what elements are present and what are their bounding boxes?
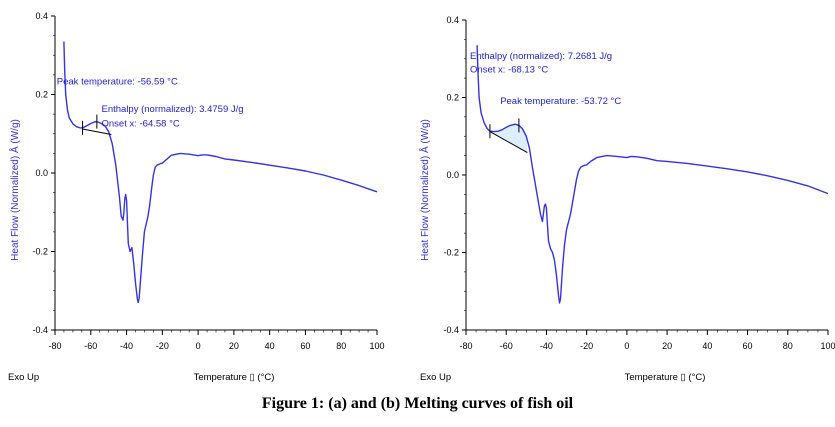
chart-b-x-axis-label: Temperature ▯ (°C) <box>625 372 706 383</box>
chart-b-y-tick-label: 0.2 <box>446 93 459 103</box>
chart-a-x-tick-label: 60 <box>300 341 310 351</box>
chart-a-annotation: Onset x: -64.58 °C <box>102 119 180 130</box>
chart-b-x-tick-label: -80 <box>459 341 472 351</box>
chart-a-integration-baseline <box>82 128 112 136</box>
chart-b-x-tick-label: 100 <box>820 341 835 351</box>
chart-b-x-tick-label: 40 <box>702 341 712 351</box>
chart-b-y-tick-label: 0.4 <box>446 15 459 25</box>
melting-curves-svg: 0.40.20.0-0.2-0.4-80 -60 -40 -20 0 20 40 60 80 10… <box>8 11 835 383</box>
chart-a-x-tick-label: -40 <box>120 341 133 351</box>
chart-a-annotation: Peak temperature: -56.59 °C <box>57 77 178 88</box>
chart-a-x-tick-label: -60 <box>84 341 97 351</box>
chart-a-y-axis-label: Heat Flow (Normalized) Å (W/g) <box>8 119 21 261</box>
chart-b-x-tick-label: -40 <box>540 341 553 351</box>
chart-b-x-tick-label: -60 <box>500 341 513 351</box>
chart-a-y-tick-label: -0.2 <box>32 247 48 257</box>
chart-a-y-tick-label: 0.0 <box>35 168 48 178</box>
chart-b-annotation: Peak temperature: -53.72 °C <box>500 96 621 107</box>
chart-a-x-tick-label: 0 <box>196 341 201 351</box>
chart-a-y-tick-label: -0.4 <box>32 325 48 335</box>
chart-a-x-tick-label: 40 <box>265 341 275 351</box>
chart-b-annotation: Enthalpy (normalized): 7.2681 J/g <box>470 51 612 62</box>
chart-b-annotation: Onset x: -68.13 °C <box>470 65 548 76</box>
chart-a-y-tick-label: 0.2 <box>35 90 48 100</box>
chart-a-x-tick-label: 20 <box>229 341 239 351</box>
chart-a-corner-label: Exo Up <box>8 372 39 383</box>
chart-b-x-tick-label: -20 <box>580 341 593 351</box>
chart-a-y-tick-label: 0.4 <box>35 11 48 21</box>
chart-a-annotation: Enthalpy (normalized): 3.4759 J/g <box>102 104 244 115</box>
chart-b-heat-flow-curve <box>476 45 829 304</box>
chart-a-heat-flow-curve <box>63 41 378 304</box>
chart-b-integration-baseline <box>489 131 528 153</box>
chart-b-corner-label: Exo Up <box>420 372 451 383</box>
chart-a-x-tick-label: 80 <box>336 341 346 351</box>
chart-b-y-axis-label: Heat Flow (Normalized) Å (W/g) <box>418 119 431 261</box>
chart-b-y-tick-label: 0.0 <box>446 170 459 180</box>
chart-a-x-tick-label: -80 <box>48 341 61 351</box>
chart-a-x-axis-label: Temperature ▯ (°C) <box>194 372 275 383</box>
chart-b-x-tick-label: 20 <box>662 341 672 351</box>
chart-b-y-tick-label: -0.2 <box>443 248 459 258</box>
figure-caption: Figure 1: (a) and (b) Melting curves of … <box>261 395 574 412</box>
chart-a-x-tick-label: -20 <box>156 341 169 351</box>
chart-b-x-tick-label: 0 <box>624 341 629 351</box>
chart-b-x-tick-label: 60 <box>743 341 753 351</box>
chart-b-x-tick-label: 80 <box>783 341 793 351</box>
chart-a-x-tick-label: 100 <box>369 341 384 351</box>
chart-b-y-tick-label: -0.4 <box>443 325 459 335</box>
